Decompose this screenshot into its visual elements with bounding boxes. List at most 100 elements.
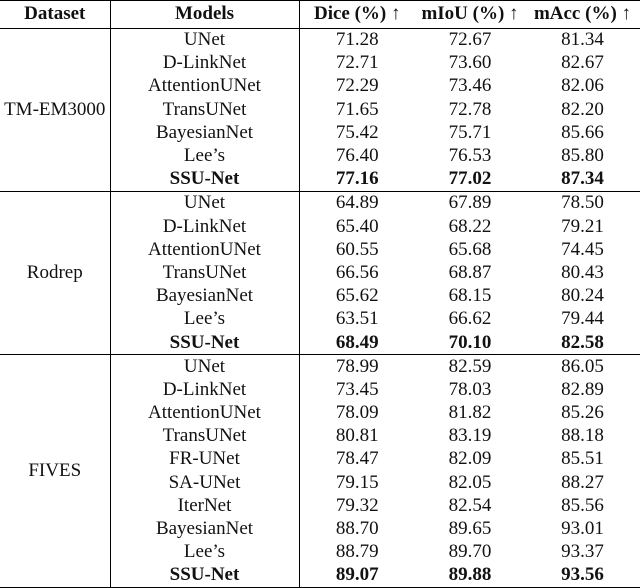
model-cell: AttentionUNet	[110, 401, 300, 425]
miou-cell: 82.09	[448, 448, 492, 470]
macc-cell: 81.34	[561, 29, 604, 51]
table-row: Lee’s 88.79 89.70 93.37	[0, 540, 640, 564]
macc-cell: 88.27	[561, 471, 604, 493]
macc-cell: 82.67	[561, 52, 604, 74]
miou-cell: 68.15	[448, 285, 492, 307]
model-cell: BayesianNet	[110, 121, 300, 145]
dice-cell: 72.71	[335, 52, 379, 74]
macc-cell: 85.26	[561, 402, 604, 424]
table-row: BayesianNet 88.70 89.65 93.01	[0, 517, 640, 541]
miou-cell: 68.22	[448, 215, 492, 237]
miou-cell: 72.67	[448, 29, 492, 51]
macc-cell: 85.66	[561, 121, 604, 143]
table-body: TM-EM3000 UNet 71.28 72.67 81.34 D-LinkNet 72.…	[0, 28, 640, 588]
dice-cell: 63.51	[335, 308, 379, 330]
miou-cell: 82.54	[448, 494, 492, 516]
dice-cell: 66.56	[335, 261, 379, 283]
miou-cell: 68.87	[448, 261, 492, 283]
table-row: BayesianNet 65.62 68.15 80.24	[0, 284, 640, 308]
model-cell: D-LinkNet	[110, 51, 300, 75]
table-row: Rodrep UNet 64.89 67.89 78.50	[0, 190, 640, 355]
model-cell: UNet	[110, 28, 300, 52]
dice-cell: 79.15	[335, 471, 379, 493]
dice-cell: 80.81	[335, 425, 379, 447]
table-row: AttentionUNet 78.09 81.82 85.26	[0, 401, 640, 425]
dataset-cell: Rodrep	[0, 190, 111, 355]
model-cell: UNet	[110, 190, 300, 215]
dice-cell: 65.62	[335, 285, 379, 307]
model-cell: SSU-Net	[110, 330, 300, 355]
macc-cell: 85.80	[561, 145, 604, 167]
macc-cell: 86.05	[525, 354, 640, 379]
table-row: D-LinkNet 73.45 78.03 82.89	[0, 378, 640, 402]
table-row: BayesianNet 75.42 75.71 85.66	[0, 121, 640, 145]
miou-cell: 89.88	[448, 564, 492, 586]
dice-cell: 77.16	[335, 168, 379, 190]
dice-cell: 73.45	[335, 378, 379, 400]
dataset-cell: TM-EM3000	[0, 28, 111, 192]
macc-cell: 79.21	[561, 215, 604, 237]
table-row: D-LinkNet 72.71 73.60 82.67	[0, 51, 640, 75]
dice-cell: 72.29	[335, 75, 379, 97]
column-header-dataset: Dataset	[0, 0, 111, 29]
miou-cell: 77.02	[448, 168, 492, 190]
table-row: TM-EM3000 UNet 71.28 72.67 81.34	[0, 28, 640, 192]
miou-cell: 73.46	[448, 75, 492, 97]
miou-cell: 70.10	[448, 331, 492, 353]
model-cell: D-LinkNet	[110, 215, 300, 239]
table-row: TransUNet 80.81 83.19 88.18	[0, 424, 640, 448]
model-cell: IterNet	[110, 494, 300, 518]
table-row: AttentionUNet 60.55 65.68 74.45	[0, 238, 640, 262]
column-header-models: Models	[110, 0, 300, 29]
model-cell: Lee’s	[110, 540, 300, 564]
macc-cell: 80.24	[561, 285, 604, 307]
table-row: SA-UNet 79.15 82.05 88.27	[0, 471, 640, 495]
dice-cell: 78.47	[335, 448, 379, 470]
table-row: TransUNet 66.56 68.87 80.43	[0, 261, 640, 285]
model-cell: SSU-Net	[110, 563, 300, 588]
table-row: TransUNet 71.65 72.78 82.20	[0, 98, 640, 122]
column-header-miou: mIoU (%) ↑	[415, 0, 525, 29]
table-row: AttentionUNet 72.29 73.46 82.06	[0, 74, 640, 99]
table-row: Lee’s 63.51 66.62 79.44	[0, 307, 640, 331]
miou-cell: 66.62	[448, 308, 492, 330]
column-header-dice: Dice (%) ↑	[299, 0, 415, 29]
macc-cell: 85.56	[561, 494, 604, 516]
table-row: IterNet 79.32 82.54 85.56	[0, 494, 640, 518]
miou-cell: 65.68	[448, 238, 492, 260]
macc-cell: 82.20	[561, 98, 604, 120]
model-cell: AttentionUNet	[110, 238, 300, 262]
table-row: SSU-Net 77.16 77.02 87.34	[0, 167, 640, 192]
dice-cell: 88.79	[335, 541, 379, 563]
miou-cell: 82.05	[448, 471, 492, 493]
miou-cell: 89.70	[448, 541, 492, 563]
miou-cell: 73.60	[448, 52, 492, 74]
model-cell: Lee’s	[110, 307, 300, 331]
table-row: SSU-Net 68.49 70.10 82.58	[0, 330, 640, 355]
macc-cell: 87.34	[561, 168, 604, 190]
dice-cell: 71.28	[335, 29, 379, 51]
table-row: FR-UNet 78.47 82.09 85.51	[0, 447, 640, 472]
model-cell: BayesianNet	[110, 517, 300, 541]
table-row: SSU-Net 89.07 89.88 93.56	[0, 563, 640, 588]
macc-cell: 82.89	[561, 378, 604, 400]
header-row: Dataset Models Dice (%) ↑ mIoU (%) ↑ mAc…	[0, 0, 640, 29]
dice-cell: 79.32	[335, 494, 379, 516]
macc-cell: 74.45	[561, 238, 604, 260]
miou-cell: 72.78	[448, 98, 492, 120]
model-cell: TransUNet	[110, 261, 300, 285]
miou-cell: 83.19	[448, 425, 492, 447]
macc-cell: 93.01	[561, 518, 604, 540]
model-cell: TransUNet	[110, 424, 300, 448]
dice-cell: 89.07	[335, 564, 379, 586]
dice-cell: 65.40	[335, 215, 379, 237]
dice-cell: 60.55	[335, 238, 379, 260]
macc-cell: 78.50	[525, 190, 640, 215]
dice-cell: 88.70	[335, 518, 379, 540]
table-row: Lee’s 76.40 76.53 85.80	[0, 144, 640, 168]
macc-cell: 82.06	[561, 75, 604, 97]
miou-cell: 67.89	[415, 190, 525, 215]
macc-cell: 79.44	[561, 308, 604, 330]
miou-cell: 76.53	[448, 145, 492, 167]
